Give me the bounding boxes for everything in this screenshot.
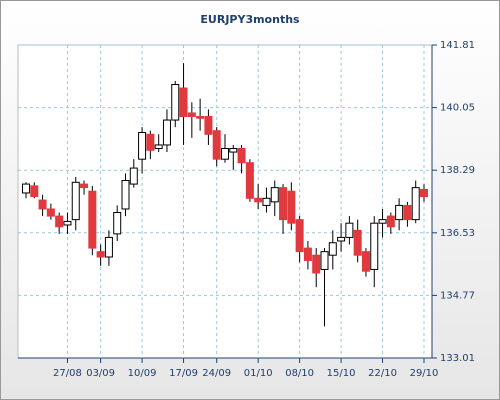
candle-body [328, 242, 337, 256]
candle-body [295, 219, 304, 253]
candle-body [88, 190, 97, 249]
x-tick-label: 10/09 [128, 368, 157, 379]
candle-body [154, 144, 163, 150]
x-tick-label: 29/10 [410, 368, 439, 379]
candle-body [55, 215, 64, 228]
candle-body [287, 190, 296, 224]
candle-body [303, 247, 312, 262]
candle-body [171, 83, 180, 121]
candle-body [22, 183, 30, 194]
candle-body [411, 187, 420, 221]
candle-body [337, 236, 346, 242]
candle-body [395, 204, 404, 221]
y-tick-label: 134.77 [440, 290, 475, 301]
candle-body [38, 199, 47, 210]
candle-body [196, 115, 205, 119]
y-tick-label: 138.29 [440, 165, 475, 176]
plot-area [17, 44, 433, 359]
candle-body [279, 187, 288, 221]
candle-body [345, 222, 354, 238]
candle-body [262, 197, 271, 206]
candle-body [104, 236, 113, 258]
candle-body [162, 119, 171, 146]
x-tick-label: 22/10 [368, 368, 397, 379]
candle-body [204, 115, 213, 135]
y-tick-label: 133.01 [440, 353, 475, 364]
candle-body [129, 167, 138, 185]
candle-body [254, 197, 263, 203]
y-tick-label: 141.81 [440, 40, 475, 51]
x-tick-label: 01/10 [244, 368, 273, 379]
candle-body [229, 148, 238, 153]
candle-body [146, 133, 155, 151]
candle-body [270, 187, 279, 203]
candle-body [386, 215, 395, 228]
x-tick-label: 17/09 [169, 368, 198, 379]
candle-body [420, 188, 428, 198]
chart-title: EURJPY3months [200, 13, 300, 26]
candle-body [96, 251, 105, 258]
candle-body [187, 112, 196, 117]
y-tick-label: 140.05 [440, 103, 475, 114]
candle-body [370, 222, 379, 270]
candle-body [138, 131, 147, 160]
candle-body [361, 251, 370, 272]
candle-body [245, 162, 254, 199]
candle-body [353, 229, 362, 256]
candle-body [221, 148, 229, 160]
x-tick-label: 15/10 [327, 368, 356, 379]
candle-body [80, 183, 89, 189]
candle-body [237, 148, 246, 164]
y-tick-label: 136.53 [440, 228, 475, 239]
candle-body [179, 87, 188, 117]
x-tick-label: 27/08 [53, 368, 82, 379]
candle-body [320, 251, 329, 270]
candle-body [71, 181, 80, 221]
candle-body [378, 219, 387, 224]
candle-body [121, 180, 130, 210]
candle-body [63, 220, 72, 226]
candle-body [403, 204, 412, 221]
candle-body [113, 212, 122, 235]
candle-body [312, 254, 321, 274]
x-tick-label: 08/10 [285, 368, 314, 379]
candle-body [46, 208, 55, 217]
x-tick-label: 03/09 [86, 368, 115, 379]
x-tick-label: 24/09 [202, 368, 231, 379]
candle-body [212, 130, 221, 160]
candle-body [30, 185, 39, 198]
